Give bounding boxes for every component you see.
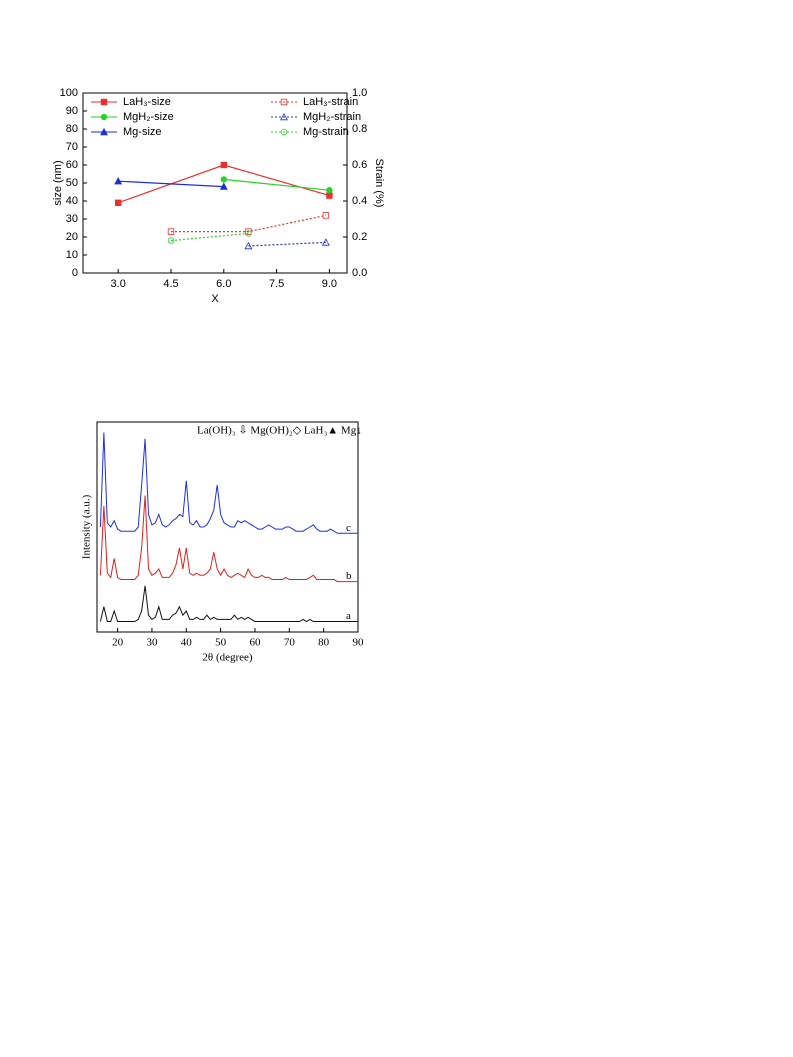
marker xyxy=(100,98,108,106)
y2-tick-label: 0.0 xyxy=(352,267,367,279)
y-tick-label: 90 xyxy=(66,105,78,117)
y2-tick-label: 1.0 xyxy=(352,87,367,99)
y-tick-label: 60 xyxy=(66,159,78,171)
series-line xyxy=(118,180,224,188)
series-line xyxy=(248,241,326,247)
chart: 20 30 40 50 60 70 80 90 2θ (degree) Intensity (a.… xyxy=(81,421,365,664)
y2-tick-label: 0.4 xyxy=(352,195,367,207)
marker xyxy=(220,176,227,183)
y-tick-label: 20 xyxy=(66,231,78,243)
y2-axis-label: Strain (%) xyxy=(373,159,385,208)
x-tick-label: 40 xyxy=(181,637,193,649)
legend: La(OH)₃ ⇩ Mg(OH)₂◇ LaH₃▲ Mg↓ xyxy=(197,425,362,437)
series-line xyxy=(99,432,358,534)
marker xyxy=(245,230,252,237)
series-label: c xyxy=(346,522,351,534)
series-line xyxy=(99,495,358,583)
legend-label: Mg-size xyxy=(123,126,162,138)
y-tick-label: 50 xyxy=(66,177,78,189)
marker xyxy=(280,112,288,121)
marker xyxy=(326,186,333,194)
y-tick-label: 100 xyxy=(60,87,78,99)
legend-label: MgH₂-size xyxy=(123,111,174,123)
marker xyxy=(326,192,333,199)
x-tick-label: 30 xyxy=(146,637,158,649)
marker xyxy=(100,113,108,121)
series-line xyxy=(223,178,330,191)
marker xyxy=(244,241,253,250)
y2-tick-label: 0.2 xyxy=(352,231,367,243)
marker xyxy=(220,161,227,169)
series-line xyxy=(170,232,249,242)
y-tick-label: 0 xyxy=(72,267,78,279)
marker xyxy=(115,199,122,206)
legend-label: LaH₃-size xyxy=(123,96,171,108)
legend-label: LaH₃-strain xyxy=(303,96,358,108)
marker xyxy=(280,128,288,136)
x-tick-label: 60 xyxy=(249,637,261,649)
legend-label: MgH₂-strain xyxy=(303,111,361,123)
series-label: b xyxy=(346,570,352,582)
marker xyxy=(100,127,108,136)
y-axis-label: Intensity (a.u.) xyxy=(81,494,93,559)
chart: 3.0 4.5 6.0 7.5 9.0 0 10 20 30 40 50 60 70 80 90 100 0.0… xyxy=(52,87,385,305)
marker xyxy=(245,228,252,235)
x-tick-label: 4.5 xyxy=(163,278,178,290)
y-axis-label: size (nm) xyxy=(52,160,64,205)
x-tick-label: 3.0 xyxy=(111,278,126,290)
plot-frame xyxy=(96,421,359,633)
series-line xyxy=(171,214,327,233)
x-tick-label: 20 xyxy=(112,637,124,649)
marker xyxy=(321,238,330,246)
y-tick-label: 10 xyxy=(66,249,78,261)
x-tick-label: 90 xyxy=(353,637,365,649)
x-tick-label: 80 xyxy=(318,637,330,649)
marker xyxy=(167,237,175,244)
marker xyxy=(219,182,228,190)
series-line xyxy=(99,585,358,623)
marker xyxy=(114,177,123,185)
x-tick-label: 7.5 xyxy=(269,278,284,290)
x-axis-label: 2θ (degree) xyxy=(202,652,252,664)
y-tick-label: 30 xyxy=(66,213,78,225)
x-axis-label: X xyxy=(211,293,219,305)
marker xyxy=(167,228,175,235)
y-tick-label: 70 xyxy=(66,141,78,153)
y-tick-label: 80 xyxy=(66,123,78,135)
y2-tick-label: 0.8 xyxy=(352,123,367,135)
legend-label: Mg-strain xyxy=(303,126,349,138)
series-label: a xyxy=(346,610,351,622)
x-tick-label: 50 xyxy=(215,637,227,649)
x-tick-label: 70 xyxy=(284,637,296,649)
x-tick-label: 9.0 xyxy=(322,278,337,290)
marker xyxy=(322,212,330,219)
x-tick-label: 6.0 xyxy=(216,278,231,290)
y-tick-label: 40 xyxy=(66,195,78,207)
marker xyxy=(280,98,288,106)
y2-tick-label: 0.6 xyxy=(352,159,367,171)
